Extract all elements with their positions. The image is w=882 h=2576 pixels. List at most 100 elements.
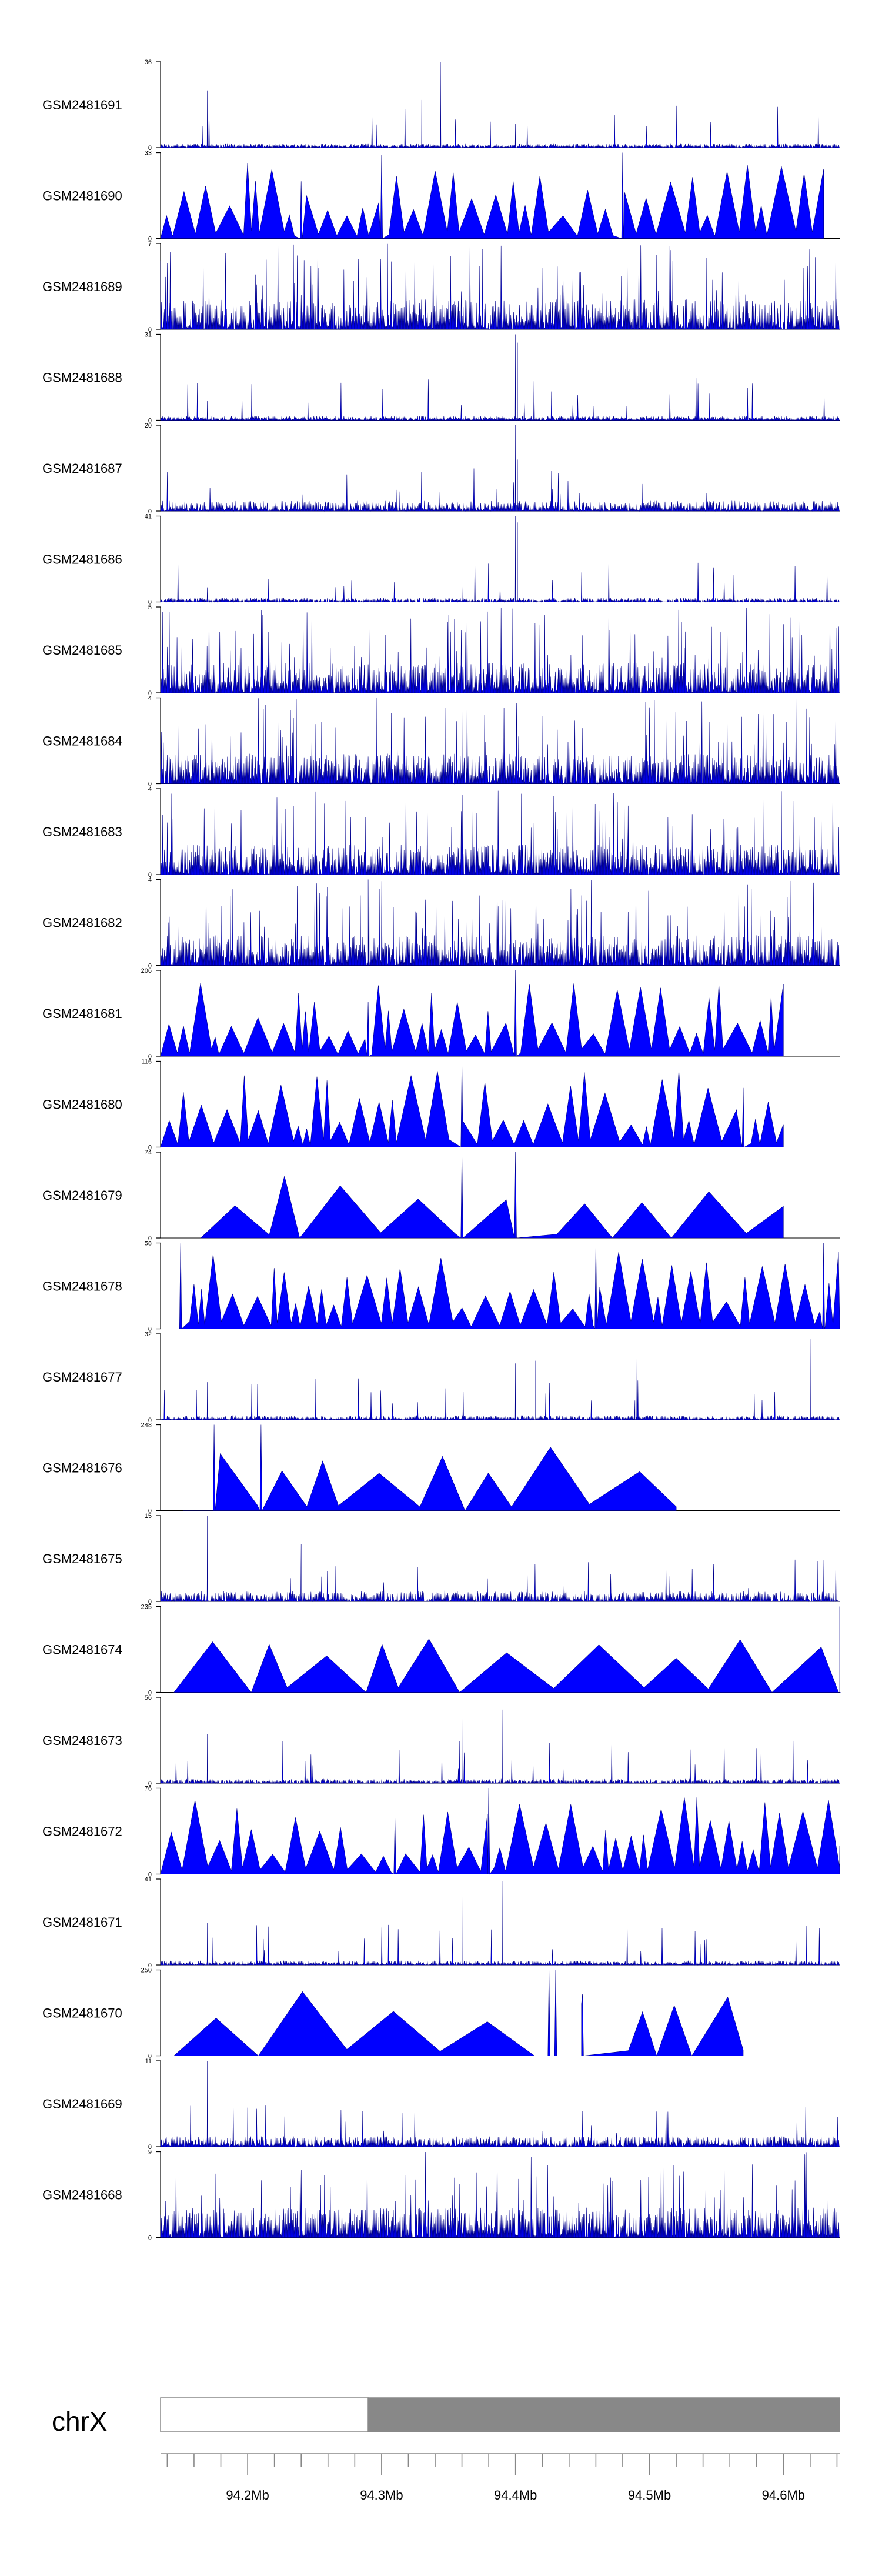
track-gsm2481687: GSM2481687 20 0	[42, 422, 840, 515]
track-label: GSM2481675	[42, 1551, 122, 1566]
track-label: GSM2481670	[42, 2006, 122, 2021]
track-gsm2481691: GSM2481691 36 0	[42, 59, 840, 152]
track-label: GSM2481672	[42, 1824, 122, 1839]
track-label: GSM2481668	[42, 2188, 122, 2203]
ylim-min-label: 0	[148, 2235, 152, 2242]
y-axis	[156, 1878, 161, 1966]
chromosome-axis: chrX 94.2Mb 94.3Mb 94.4Mb 94.5Mb 94.6Mb	[52, 2397, 840, 2502]
signal-area	[160, 698, 840, 785]
y-axis	[156, 2151, 161, 2238]
ylim-max-label: 9	[148, 2149, 152, 2156]
y-axis	[156, 1515, 161, 1602]
ylim-max-label: 20	[145, 422, 152, 429]
track-label: GSM2481681	[42, 1006, 122, 1021]
ylim-min-label: 0	[148, 1508, 152, 1515]
y-axis	[156, 425, 161, 512]
ylim-max-label: 76	[145, 1786, 152, 1793]
signal-area	[173, 1606, 841, 1693]
track-gsm2481671: GSM2481671 41 0	[42, 1876, 840, 1969]
track-label: GSM2481669	[42, 2097, 122, 2111]
signal-area	[183, 1424, 677, 1511]
ylim-min-label: 0	[148, 963, 152, 970]
track-label: GSM2481690	[42, 189, 122, 203]
chromosome-ideogram	[160, 2397, 840, 2432]
tick-label: 94.6Mb	[762, 2488, 805, 2502]
track-gsm2481690: GSM2481690 33 0	[42, 150, 840, 243]
y-axis	[156, 970, 161, 1057]
ylim-min-label: 0	[148, 2144, 152, 2151]
track-gsm2481669: GSM2481669 11 0	[42, 2058, 840, 2151]
y-axis	[156, 515, 161, 603]
track-label: GSM2481689	[42, 279, 122, 294]
ylim-max-label: 7	[148, 241, 152, 248]
ylim-max-label: 206	[141, 967, 152, 975]
signal-area	[160, 2151, 840, 2238]
y-axis	[156, 1242, 161, 1330]
ylim-max-label: 74	[145, 1149, 152, 1156]
signal-area	[160, 1788, 840, 1875]
signal-area	[160, 1878, 840, 1966]
ylim-max-label: 56	[145, 1694, 152, 1701]
y-axis	[156, 152, 161, 239]
track-label: GSM2481673	[42, 1733, 122, 1748]
tick-label: 94.2Mb	[226, 2488, 269, 2502]
y-axis	[156, 1787, 161, 1875]
signal-area	[160, 516, 840, 603]
y-axis	[156, 1424, 161, 1511]
track-gsm2481676: GSM2481676 248 0	[42, 1422, 840, 1515]
ylim-max-label: 32	[145, 1331, 152, 1338]
ylim-max-label: 235	[141, 1604, 152, 1611]
ylim-min-label: 0	[148, 326, 152, 333]
ylim-min-label: 0	[148, 872, 152, 879]
signal-area	[173, 1970, 744, 2057]
ylim-min-label: 0	[148, 599, 152, 606]
signal-area	[171, 1243, 840, 1330]
ylim-min-label: 0	[148, 1962, 152, 1969]
track-gsm2481680: GSM2481680 116 0	[42, 1059, 840, 1152]
y-axis	[156, 1060, 161, 1148]
track-gsm2481670: GSM2481670 250 0	[42, 1967, 840, 2060]
ylim-max-label: 4	[148, 877, 152, 884]
y-axis	[156, 1969, 161, 2057]
track-gsm2481682: GSM2481682 4 0	[42, 877, 840, 970]
track-label: GSM2481680	[42, 1097, 122, 1112]
ylim-min-label: 0	[148, 1235, 152, 1242]
ylim-max-label: 15	[145, 1513, 152, 1520]
ylim-min-label: 0	[148, 1326, 152, 1333]
track-label: GSM2481691	[42, 98, 122, 112]
track-label: GSM2481685	[42, 643, 122, 658]
signal-area	[160, 608, 840, 694]
signal-area	[160, 2060, 840, 2148]
chromosome-label: chrX	[52, 2406, 108, 2437]
y-axis	[156, 1333, 161, 1420]
track-label: GSM2481684	[42, 734, 122, 749]
ylim-max-label: 41	[145, 1876, 152, 1883]
y-axis	[156, 1697, 161, 1784]
tick-label: 94.3Mb	[360, 2488, 403, 2502]
tick-label: 94.5Mb	[628, 2488, 671, 2502]
signal-area	[160, 425, 840, 512]
ylim-min-label: 0	[148, 418, 152, 425]
ylim-max-label: 41	[145, 513, 152, 520]
ylim-min-label: 0	[148, 1780, 152, 1787]
ylim-min-label: 0	[148, 781, 152, 788]
y-axis	[156, 2060, 161, 2147]
track-label: GSM2481677	[42, 1370, 122, 1384]
track-gsm2481685: GSM2481685 5 0	[42, 604, 840, 697]
signal-area	[160, 1061, 784, 1148]
track-label: GSM2481686	[42, 552, 122, 567]
ylim-min-label: 0	[148, 1690, 152, 1697]
signal-area	[200, 1152, 784, 1239]
track-gsm2481681: GSM2481681 206 0	[42, 967, 840, 1060]
track-gsm2481678: GSM2481678 58 0	[42, 1240, 840, 1333]
axis-ticks: 94.2Mb 94.3Mb 94.4Mb 94.5Mb 94.6Mb	[161, 2453, 840, 2502]
signal-area	[160, 879, 840, 966]
ylim-max-label: 248	[141, 1422, 152, 1429]
ylim-max-label: 5	[148, 604, 152, 611]
signal-area	[160, 61, 840, 149]
ylim-min-label: 0	[148, 1417, 152, 1424]
track-label: GSM2481671	[42, 1915, 122, 1930]
ylim-max-label: 31	[145, 332, 152, 339]
y-axis	[156, 243, 161, 330]
